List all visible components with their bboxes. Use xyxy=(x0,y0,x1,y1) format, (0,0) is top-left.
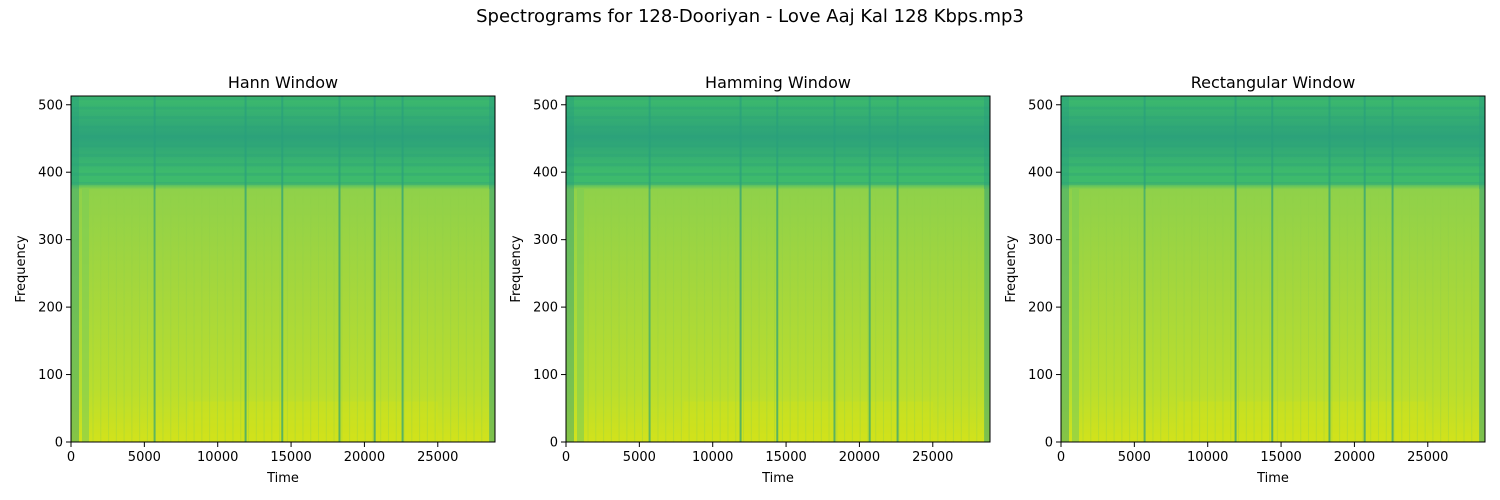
intro-column xyxy=(577,189,585,442)
intro-column xyxy=(1072,189,1080,442)
left-edge-column xyxy=(1061,96,1069,442)
y-tick-label: 0 xyxy=(550,436,558,451)
x-axis-label: Time xyxy=(761,471,794,486)
spectrogram-panel-2: Hamming Window 0 5000 10000 15000 20000 25000 0… xyxy=(509,73,991,486)
x-tick-label: 20000 xyxy=(839,450,880,465)
panel-title: Hann Window xyxy=(228,73,338,92)
figure-title: Spectrograms for 128-Dooriyan - Love Aaj… xyxy=(476,6,1024,27)
x-tick-label: 25000 xyxy=(1407,450,1448,465)
panel-title: Hamming Window xyxy=(705,73,851,92)
x-tick-label: 20000 xyxy=(1334,450,1375,465)
x-tick-label: 0 xyxy=(562,450,570,465)
x-tick-label: 5000 xyxy=(623,450,656,465)
axes-frame xyxy=(1060,95,1486,443)
y-tick-label: 100 xyxy=(533,368,558,383)
y-axis-label: Frequency xyxy=(509,235,524,302)
left-edge-column xyxy=(71,96,79,442)
y-tick-label: 100 xyxy=(38,368,63,383)
low-frequency-bright-region xyxy=(188,401,438,442)
right-edge-column xyxy=(984,96,990,442)
y-tick-label: 400 xyxy=(38,166,63,181)
x-tick-label: 5000 xyxy=(1118,450,1151,465)
y-tick-label: 0 xyxy=(55,436,63,451)
y-tick-label: 200 xyxy=(1028,301,1053,316)
y-axis-label: Frequency xyxy=(14,235,29,302)
spectrogram-image xyxy=(566,96,990,442)
y-tick-label: 300 xyxy=(533,233,558,248)
spectrogram-image xyxy=(71,96,495,442)
x-tick-label: 0 xyxy=(1057,450,1065,465)
low-frequency-bright-region xyxy=(683,401,933,442)
y-tick-label: 400 xyxy=(533,166,558,181)
x-tick-label: 0 xyxy=(67,450,75,465)
x-axis-label: Time xyxy=(1256,471,1289,486)
low-frequency-bright-region xyxy=(1178,401,1428,442)
y-tick-label: 200 xyxy=(533,301,558,316)
left-edge-column xyxy=(566,96,574,442)
y-tick-label: 100 xyxy=(1028,368,1053,383)
x-tick-label: 25000 xyxy=(912,450,953,465)
intro-column xyxy=(82,189,90,442)
right-edge-column xyxy=(1479,96,1485,442)
y-axis-label: Frequency xyxy=(1004,235,1019,302)
panel-title: Rectangular Window xyxy=(1191,73,1356,92)
y-tick-label: 500 xyxy=(1028,98,1053,113)
x-tick-label: 5000 xyxy=(128,450,161,465)
y-tick-label: 300 xyxy=(1028,233,1053,248)
x-tick-label: 10000 xyxy=(692,450,733,465)
y-tick-label: 500 xyxy=(533,98,558,113)
spectrogram-panel-1: Hann Window 0 5000 10000 15000 20000 25000 0 100… xyxy=(14,73,496,486)
x-tick-label: 20000 xyxy=(344,450,385,465)
x-tick-label: 10000 xyxy=(1187,450,1228,465)
right-edge-column xyxy=(489,96,495,442)
y-tick-label: 400 xyxy=(1028,166,1053,181)
y-tick-label: 500 xyxy=(38,98,63,113)
axes-frame xyxy=(565,95,991,443)
x-axis-label: Time xyxy=(266,471,299,486)
axes-frame xyxy=(70,95,496,443)
x-tick-label: 25000 xyxy=(417,450,458,465)
y-tick-label: 300 xyxy=(38,233,63,248)
spectrogram-image xyxy=(1061,96,1485,442)
x-tick-label: 15000 xyxy=(765,450,806,465)
y-tick-label: 0 xyxy=(1045,436,1053,451)
x-tick-label: 15000 xyxy=(1260,450,1301,465)
x-tick-label: 15000 xyxy=(270,450,311,465)
y-tick-label: 200 xyxy=(38,301,63,316)
x-tick-label: 10000 xyxy=(197,450,238,465)
